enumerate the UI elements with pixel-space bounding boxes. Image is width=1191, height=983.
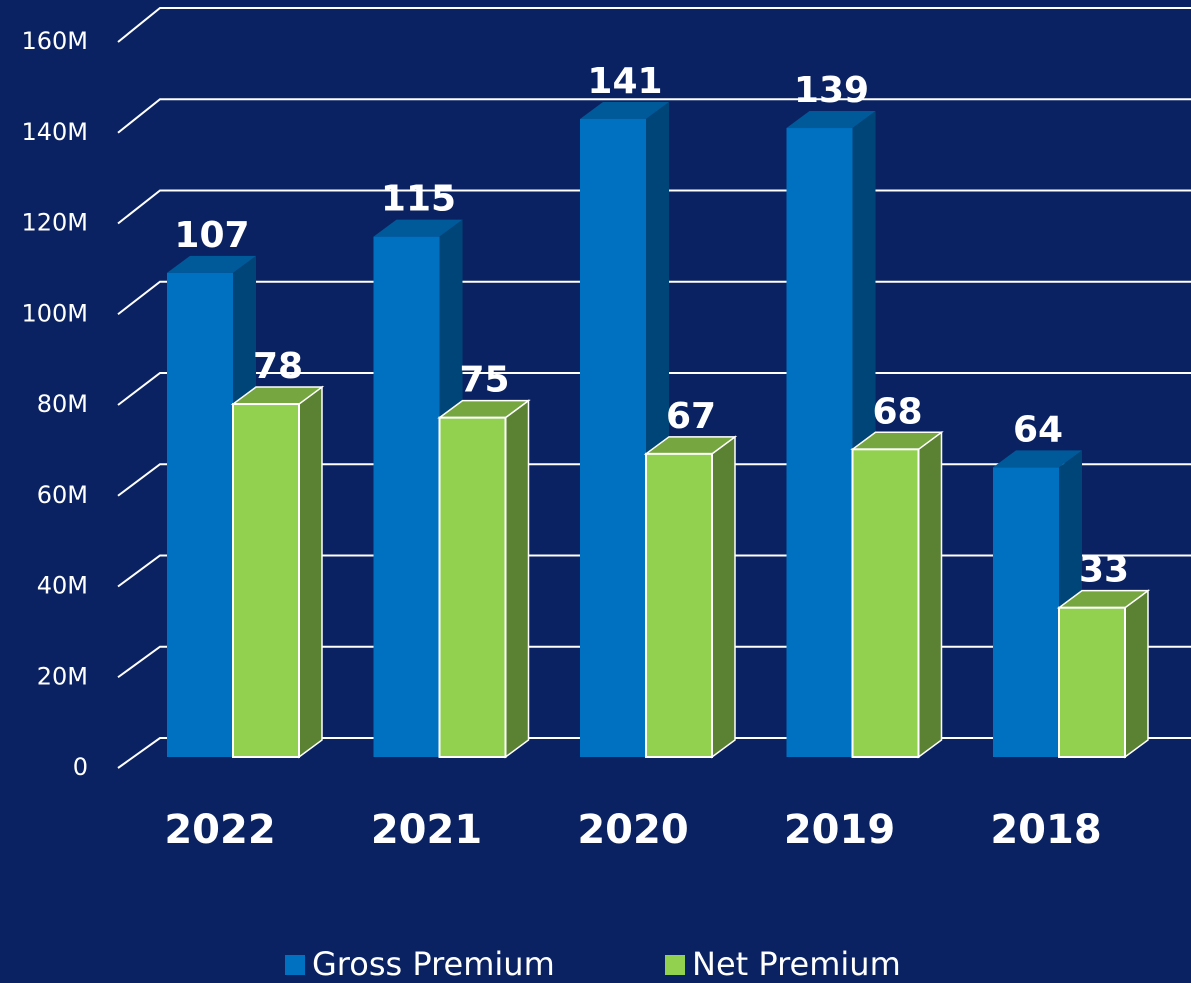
data-label: 78	[253, 346, 303, 387]
legend-swatch	[285, 955, 305, 975]
y-tick-label: 80M	[37, 390, 88, 418]
bar-front	[580, 118, 646, 758]
y-tick-label: 0	[73, 753, 88, 781]
x-tick-label: 2022	[164, 807, 275, 853]
y-tick-label: 140M	[21, 118, 88, 146]
data-label: 107	[174, 215, 249, 256]
bar	[643, 435, 738, 759]
bar-top	[993, 450, 1082, 468]
bar	[230, 385, 325, 759]
x-tick-label: 2019	[784, 807, 895, 853]
data-label: 115	[381, 179, 456, 220]
y-tick-label: 20M	[37, 662, 88, 690]
y-tick-label: 160M	[21, 27, 88, 55]
data-label: 33	[1079, 550, 1129, 591]
y-tick-label: 60M	[37, 481, 88, 509]
bar	[850, 430, 944, 759]
bar-front	[438, 416, 507, 758]
bar-top	[167, 255, 256, 273]
x-tick-label: 2021	[371, 807, 482, 853]
bar-front	[786, 128, 853, 757]
bar-side	[711, 435, 736, 759]
bar-front	[1058, 606, 1126, 758]
bar-side	[917, 430, 943, 759]
data-label: 75	[459, 360, 509, 401]
bar-front	[373, 236, 440, 757]
data-label: 141	[587, 61, 662, 102]
bar-side	[298, 385, 323, 759]
y-tick-label: 40M	[37, 572, 88, 600]
bar-front	[645, 452, 713, 758]
legend-label: Gross Premium	[312, 945, 555, 983]
bar-side	[1124, 589, 1149, 759]
bar-side	[504, 399, 530, 759]
bar	[373, 219, 463, 757]
x-tick-label: 2018	[990, 807, 1101, 853]
bar	[437, 399, 531, 759]
bar-front	[851, 448, 920, 758]
legend-swatch	[665, 955, 685, 975]
x-tick-label: 2020	[577, 807, 688, 853]
data-label: 64	[1013, 409, 1063, 450]
data-label: 68	[872, 391, 922, 432]
bar-front	[232, 403, 300, 758]
bar-top	[786, 111, 876, 129]
data-label: 139	[794, 70, 869, 111]
grid-line	[117, 7, 1191, 43]
data-label: 67	[666, 396, 716, 437]
bar-top	[580, 101, 669, 119]
bar-front	[993, 467, 1059, 757]
bar	[1056, 589, 1151, 759]
bar-front	[167, 272, 233, 757]
bar-top	[373, 219, 463, 237]
legend-label: Net Premium	[692, 945, 901, 983]
y-tick-label: 100M	[21, 299, 88, 327]
grid-line	[117, 98, 1191, 134]
y-tick-label: 120M	[21, 209, 88, 237]
